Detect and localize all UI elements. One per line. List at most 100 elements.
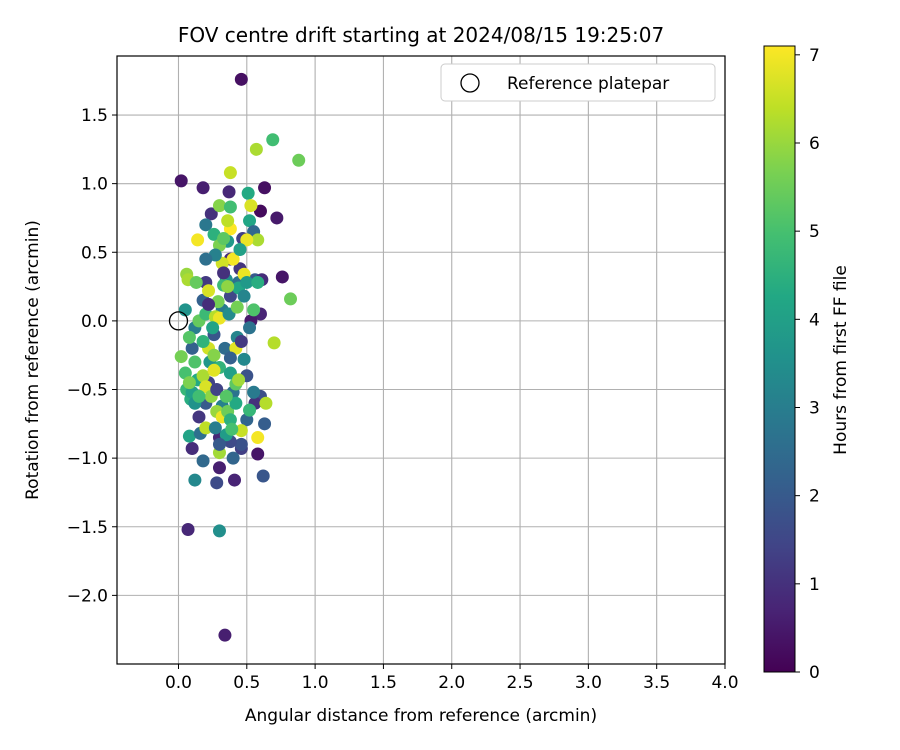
data-point [192,410,206,424]
data-point [189,275,203,289]
y-axis-label: Rotation from reference (arcmin) [23,220,43,500]
data-point [208,421,222,435]
data-point [228,473,242,487]
data-point [225,422,239,436]
data-point [226,252,240,266]
colorbar-tick-label: 0 [809,663,820,683]
data-point [223,166,237,180]
colorbar-ticks: 0 1 2 3 4 5 6 7 [795,46,820,683]
data-point [243,214,257,228]
data-point [207,363,221,377]
data-points [174,72,306,642]
x-tick-label: 2.0 [438,673,465,693]
data-point [182,330,196,344]
data-point [191,233,205,247]
data-point [247,385,261,399]
colorbar-gradient [763,45,796,673]
data-point [199,252,213,266]
data-point [212,199,226,213]
colorbar-tick-label: 6 [809,134,820,154]
data-point [219,389,233,403]
y-tick-label: −0.5 [67,381,108,401]
colorbar-tick-label: 3 [809,398,820,418]
data-point [251,233,265,247]
data-point [244,199,258,213]
chart-title: FOV centre drift starting at 2024/08/15 … [178,23,664,47]
data-point [241,186,255,200]
y-tick-label: 1.5 [81,106,108,126]
data-point [182,429,196,443]
data-point [251,431,265,445]
data-point [207,348,221,362]
colorbar-tick-label: 7 [809,46,820,66]
data-point [275,270,289,284]
data-point [253,204,267,218]
data-point [218,341,232,355]
x-axis-ticks: 0.0 0.5 1.0 1.5 2.0 2.5 3.0 3.5 4.0 [165,664,739,693]
data-point [212,437,226,451]
data-point [226,451,240,465]
colorbar-tick-label: 4 [809,310,820,330]
colorbar: 0 1 2 3 4 5 6 7 Hours from first FF file [763,45,851,683]
data-point [270,211,284,225]
y-tick-label: 1.0 [81,175,108,195]
x-tick-label: 3.5 [643,673,670,693]
data-point [212,461,226,475]
data-point [217,266,231,280]
data-point [185,442,199,456]
data-point [181,522,195,536]
data-point [196,369,210,383]
plot-frame [116,55,726,665]
y-tick-label: −1.5 [67,518,108,538]
data-point [221,280,235,294]
legend-label: Reference platepar [507,74,669,94]
data-point [230,300,244,314]
data-point [249,142,263,156]
data-point [256,469,270,483]
data-point [174,174,188,188]
data-point [204,207,218,221]
data-point [210,383,224,397]
legend-reference-marker-icon [460,73,480,93]
data-point [240,233,254,247]
data-point [267,336,281,350]
data-point [188,355,202,369]
data-point [223,351,237,365]
data-point [185,341,199,355]
data-point [202,284,216,298]
data-point [243,403,257,417]
colorbar-label: Hours from first FF file [831,265,851,455]
data-point [212,524,226,538]
data-point [247,303,261,317]
data-point [237,352,251,366]
data-point [223,200,237,214]
legend: Reference platepar [440,63,716,102]
legend-box [440,63,716,102]
data-point [292,153,306,167]
colorbar-tick-label: 5 [809,222,820,242]
x-tick-label: 1.0 [302,673,329,693]
data-point [251,275,265,289]
y-tick-label: 0.5 [81,243,108,263]
data-point [234,72,248,86]
data-point [202,297,216,311]
y-tick-label: 0.0 [81,312,108,332]
data-point [266,133,280,147]
x-tick-label: 1.5 [370,673,397,693]
data-point [222,185,236,199]
y-tick-label: −2.0 [67,586,108,606]
reference-platepar-marker [168,311,189,331]
data-point [232,373,246,387]
data-point [233,243,247,257]
data-point [234,334,248,348]
data-point [199,218,213,232]
data-point [206,321,220,335]
y-axis-ticks: −2.0 −1.5 −1.0 −0.5 0.0 0.5 1.0 1.5 [67,106,117,606]
data-point [234,424,248,438]
data-point [196,334,210,348]
x-tick-label: 4.0 [711,673,738,693]
data-point [192,389,206,403]
data-point [221,214,235,228]
data-point [210,476,224,490]
data-point [243,321,257,335]
